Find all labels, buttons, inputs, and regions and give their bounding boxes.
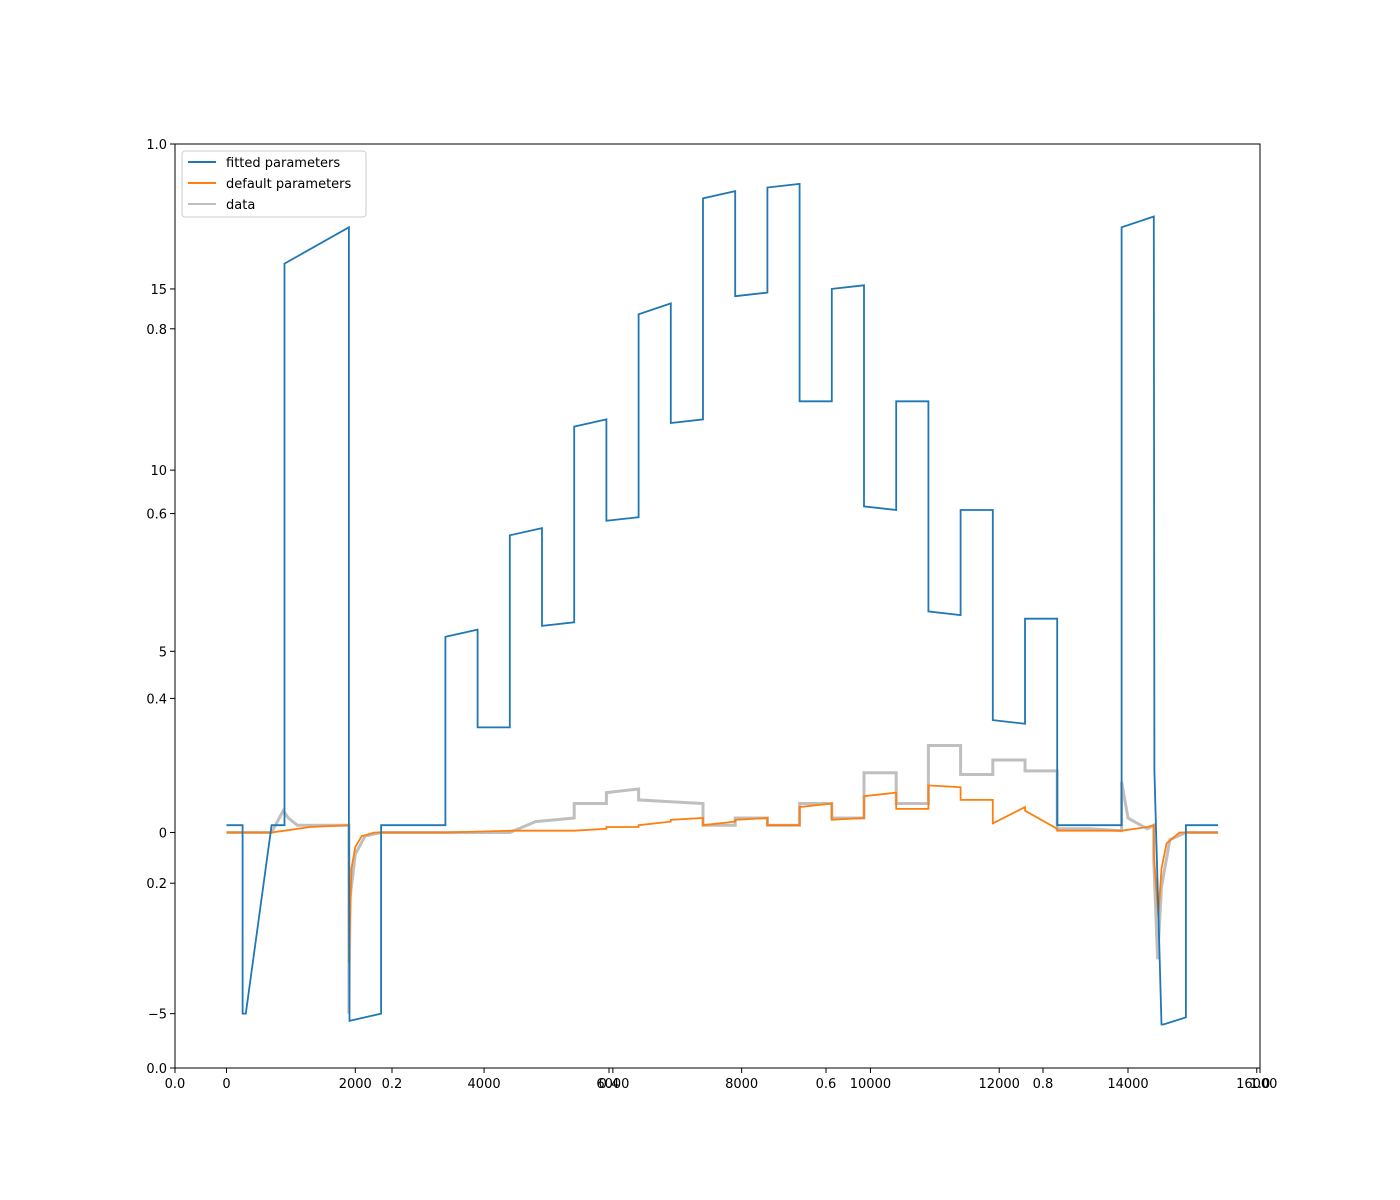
- y-tick-label: 10: [150, 464, 167, 479]
- x-tick-label: 10000: [850, 1077, 891, 1092]
- legend-label: fitted parameters: [226, 156, 340, 171]
- y-tick-label: 5: [159, 645, 167, 660]
- x-tick-label: 14000: [1107, 1077, 1148, 1092]
- bg-x-tick-label: 0.4: [599, 1077, 620, 1092]
- bg-y-tick-label: 0.8: [146, 323, 167, 338]
- y-tick-label: 15: [150, 283, 167, 298]
- x-tick-label: 6000: [596, 1077, 629, 1092]
- bg-y-tick-label: 0.6: [146, 508, 167, 523]
- x-tick-label: 0: [222, 1077, 230, 1092]
- x-tick-label: 4000: [468, 1077, 501, 1092]
- bg-y-tick-label: 0.4: [146, 692, 167, 707]
- legend-label: default parameters: [226, 177, 352, 192]
- data-lines: [226, 182, 1219, 1026]
- background-axis-ticks: 0.0 0.2 0.4 0.6 0.8 1.0 0.0 0.2 0.4 0.6 0.8 1.0: [146, 138, 1270, 1092]
- main-axis-ticks: 0 2000 4000 6000 8000 10000 12000 14000 16000 −5 0…: [148, 283, 1278, 1092]
- bg-x-tick-label: 0.2: [382, 1077, 403, 1092]
- plot-frame: [174, 143, 1261, 1069]
- bg-y-tick-label: 0.2: [146, 877, 167, 892]
- bg-x-tick-label: 1.0: [1250, 1077, 1271, 1092]
- bg-x-tick-label: 0.6: [816, 1077, 837, 1092]
- series-line-default-parameters: [226, 784, 1219, 963]
- legend: fitted parameters default parameters data: [181, 150, 367, 218]
- series-line-fitted-parameters: [226, 182, 1219, 1026]
- bg-y-tick-label: 1.0: [146, 138, 167, 153]
- y-tick-label: −5: [148, 1008, 167, 1023]
- bg-y-tick-label: 0.0: [146, 1062, 167, 1077]
- legend-label: data: [226, 198, 255, 213]
- bg-x-tick-label: 0.0: [165, 1077, 186, 1092]
- y-tick-label: 0: [159, 826, 167, 841]
- x-tick-label: 16000: [1236, 1077, 1277, 1092]
- x-tick-label: 2000: [339, 1077, 372, 1092]
- x-tick-label: 12000: [979, 1077, 1020, 1092]
- legend-box: [181, 150, 367, 218]
- x-tick-label: 8000: [725, 1077, 758, 1092]
- bg-x-tick-label: 0.8: [1033, 1077, 1054, 1092]
